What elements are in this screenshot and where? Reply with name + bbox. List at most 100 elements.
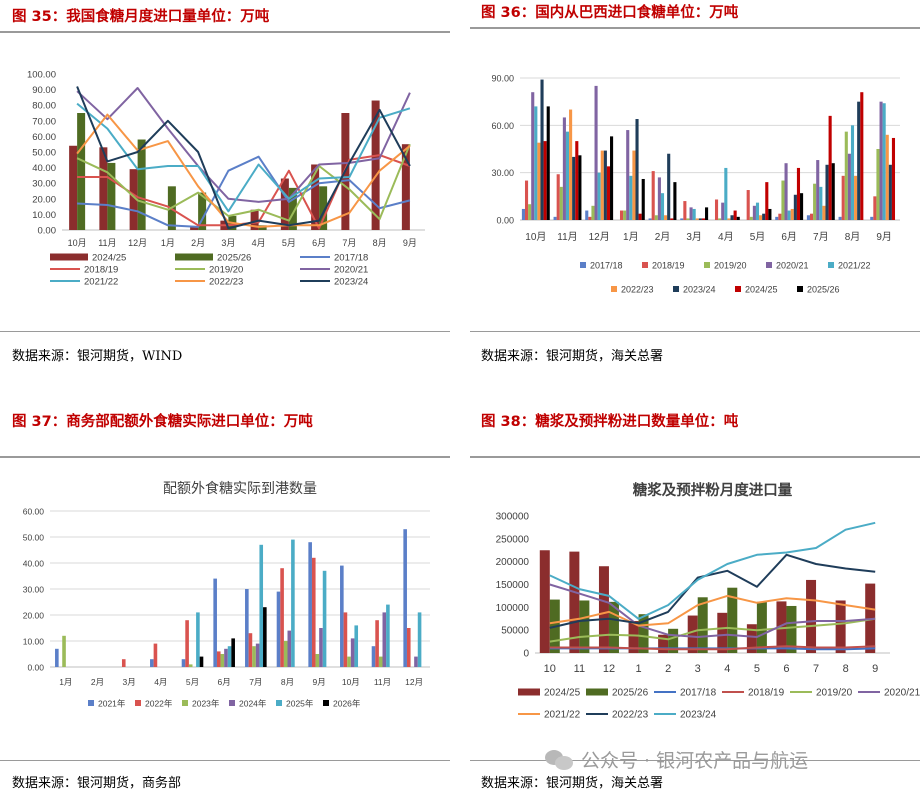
bar-2019/20 <box>749 216 753 220</box>
bar-2024/25 <box>69 145 78 230</box>
bar-2023/24 <box>793 194 797 220</box>
legend-swatch <box>611 286 617 292</box>
legend-label: 2019/20 <box>816 688 853 699</box>
x-tick-label: 7月 <box>813 231 829 243</box>
bar-2021年 <box>181 659 186 667</box>
watermark-text: 公众号 · 银河农产品与航运 <box>581 749 809 772</box>
legend-label: 2017/18 <box>590 261 623 271</box>
bar-2025/26 <box>768 208 772 220</box>
fig36-top-rule <box>470 27 920 29</box>
x-tick-label: 7月 <box>342 238 356 248</box>
x-tick-label: 5月 <box>282 238 296 248</box>
y-tick-label: 10.00 <box>23 637 45 647</box>
bar-2023年 <box>62 635 66 667</box>
line-2020/21 <box>549 583 876 638</box>
legend-label: 2023/24 <box>334 277 368 288</box>
line-2019/20 <box>76 143 411 222</box>
y-tick-label: 60.00 <box>23 507 45 517</box>
line-2021/22 <box>76 102 411 213</box>
bar-2022/23 <box>569 109 573 220</box>
x-tick-label: 9月 <box>403 238 417 248</box>
bar-2025年 <box>196 612 200 667</box>
bar-2022年 <box>343 612 348 667</box>
wechat-icon <box>545 748 575 770</box>
y-tick-label: 90.00 <box>491 74 514 84</box>
legend-swatch <box>135 700 141 706</box>
bar-2024/25 <box>598 566 609 653</box>
bar-2025年 <box>386 604 390 667</box>
bar-2018/19 <box>683 201 687 220</box>
bar-2025年 <box>291 539 295 667</box>
bar-2018/19 <box>524 180 529 220</box>
chart-out-of-quota-import: 配额外食糖实际到港数量 0.00 10.00 20.00 30.00 40.00 50.00… <box>23 480 430 709</box>
x-tick-label: 3月 <box>221 238 235 248</box>
legend-label: 2022/23 <box>621 285 654 295</box>
bar-2022年 <box>153 643 158 667</box>
bar-2022/23 <box>885 134 889 220</box>
line-2023/24 <box>76 86 411 230</box>
bar-2023年 <box>252 646 256 667</box>
y-tick-label: 60.00 <box>32 132 56 143</box>
bar-2022/23 <box>854 175 858 220</box>
fig36-source: 数据来源：银河期货，海关总署 <box>481 349 664 364</box>
fig36-bottom-rule <box>470 331 920 332</box>
fig37-source: 数据来源：银河期货，商务部 <box>12 776 182 791</box>
x-tick-label: 9月 <box>313 677 326 687</box>
bar-2022/23 <box>695 218 699 220</box>
x-tick-label: 4月 <box>154 677 167 687</box>
legend-label: 2022年 <box>145 699 173 709</box>
x-tick-label: 3 <box>695 663 701 675</box>
y-tick-label: 0.00 <box>38 226 57 237</box>
bar-2021/22 <box>534 106 538 220</box>
x-tick-label: 9月 <box>876 231 892 243</box>
legend-label: 2021/22 <box>84 277 118 288</box>
bar-2021年 <box>371 646 376 667</box>
fig35-title: 图 35：我国食糖月度进口量单位：万吨 <box>12 9 270 25</box>
c37-chart-title: 配额外食糖实际到港数量 <box>163 480 317 496</box>
bar-2025/26 <box>137 139 146 230</box>
bar-2022/23 <box>759 215 763 220</box>
bar-2022/23 <box>537 142 541 220</box>
legend-swatch <box>735 286 741 292</box>
fig38-top-rule <box>470 456 920 458</box>
bar-2021/22 <box>850 125 855 220</box>
legend-swatch <box>88 700 94 706</box>
bar-2025/26 <box>546 106 550 220</box>
bar-2024/25 <box>99 147 108 230</box>
bar-2024年 <box>414 656 418 667</box>
y-tick-label: 50000 <box>501 626 529 637</box>
bar-2022/23 <box>790 208 794 220</box>
legend-label: 2022/23 <box>612 710 649 721</box>
y-tick-label: 20.00 <box>32 194 56 205</box>
bar-2022年 <box>216 651 221 667</box>
y-tick-label: 100.00 <box>27 70 56 81</box>
y-tick-label: 300000 <box>496 512 530 523</box>
bar-2025/26 <box>579 600 590 653</box>
legend-label: 2026年 <box>333 699 361 709</box>
bar-2025/26 <box>668 628 679 653</box>
x-tick-label: 9 <box>872 663 878 675</box>
bar-2019/20 <box>844 131 848 220</box>
bar-2023年 <box>378 656 383 667</box>
y-tick-label: 30.00 <box>491 168 514 178</box>
legend-label: 2018/19 <box>748 688 785 699</box>
legend-label: 2021/22 <box>544 710 581 721</box>
legend-label: 2018/19 <box>652 261 685 271</box>
bar-2026年 <box>199 656 204 667</box>
bar-2022年 <box>248 633 253 667</box>
y-tick-label: 40.00 <box>32 163 56 174</box>
bar-2024年 <box>382 612 387 667</box>
x-tick-label: 5月 <box>750 231 766 243</box>
bar-2021/22 <box>597 172 601 220</box>
legend-label: 2020/21 <box>884 688 920 699</box>
x-tick-label: 7 <box>813 663 819 675</box>
x-tick-label: 12月 <box>405 677 423 687</box>
y-tick-label: 0 <box>523 649 529 660</box>
bar-2017/18 <box>838 216 842 220</box>
bar-2018/19 <box>746 190 750 220</box>
legend-swatch <box>704 262 710 268</box>
legend-label: 2019/20 <box>714 261 747 271</box>
bar-2024/25 <box>796 167 801 220</box>
bar-2020/21 <box>879 101 883 220</box>
bar-2023/24 <box>540 79 544 220</box>
